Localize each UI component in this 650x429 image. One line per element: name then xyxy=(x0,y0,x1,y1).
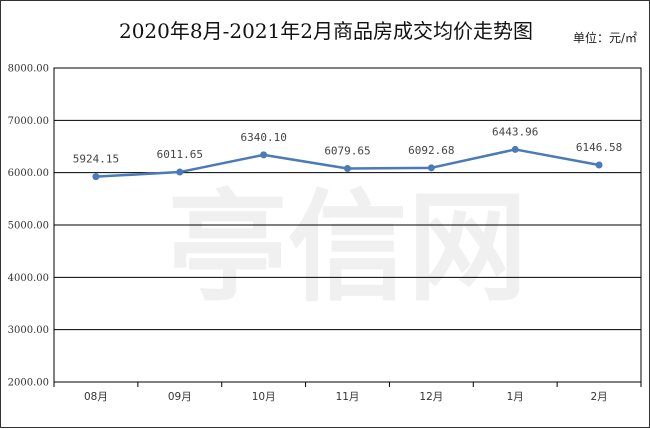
x-tick-label: 12月 xyxy=(419,391,443,403)
x-tick-label: 1月 xyxy=(507,391,524,403)
x-tick-label: 08月 xyxy=(84,391,108,403)
data-point xyxy=(427,164,435,172)
data-label: 6011.65 xyxy=(157,148,203,161)
x-tick-label: 09月 xyxy=(168,391,192,403)
y-tick-label: 5000.00 xyxy=(8,221,49,232)
y-tick-label: 3000.00 xyxy=(8,325,49,336)
y-tick-label: 8000.00 xyxy=(8,64,49,75)
y-tick-label: 7000.00 xyxy=(8,116,49,127)
y-tick-label: 6000.00 xyxy=(8,168,49,179)
data-label: 6340.10 xyxy=(240,131,286,144)
data-point xyxy=(92,173,100,181)
data-label: 6146.58 xyxy=(576,141,622,154)
watermark: 亭信网 xyxy=(168,179,528,318)
data-point xyxy=(344,164,351,172)
chart-title: 2020年8月-2021年2月商品房成交均价走势图 xyxy=(118,19,533,43)
data-point xyxy=(595,161,603,169)
data-label: 6443.96 xyxy=(492,125,538,138)
x-tick-label: 2月 xyxy=(590,391,607,403)
y-tick-label: 2000.00 xyxy=(8,378,49,389)
unit-label: 单位：元/㎡ xyxy=(572,31,637,45)
x-tick-label: 10月 xyxy=(252,391,276,403)
data-label: 6079.65 xyxy=(324,144,370,157)
data-label: 6092.68 xyxy=(408,144,454,157)
y-tick-label: 4000.00 xyxy=(8,273,49,284)
data-point xyxy=(260,151,268,159)
data-point xyxy=(511,145,519,153)
x-tick-label: 11月 xyxy=(336,391,360,403)
data-point xyxy=(176,168,184,176)
data-label: 5924.15 xyxy=(73,153,119,166)
